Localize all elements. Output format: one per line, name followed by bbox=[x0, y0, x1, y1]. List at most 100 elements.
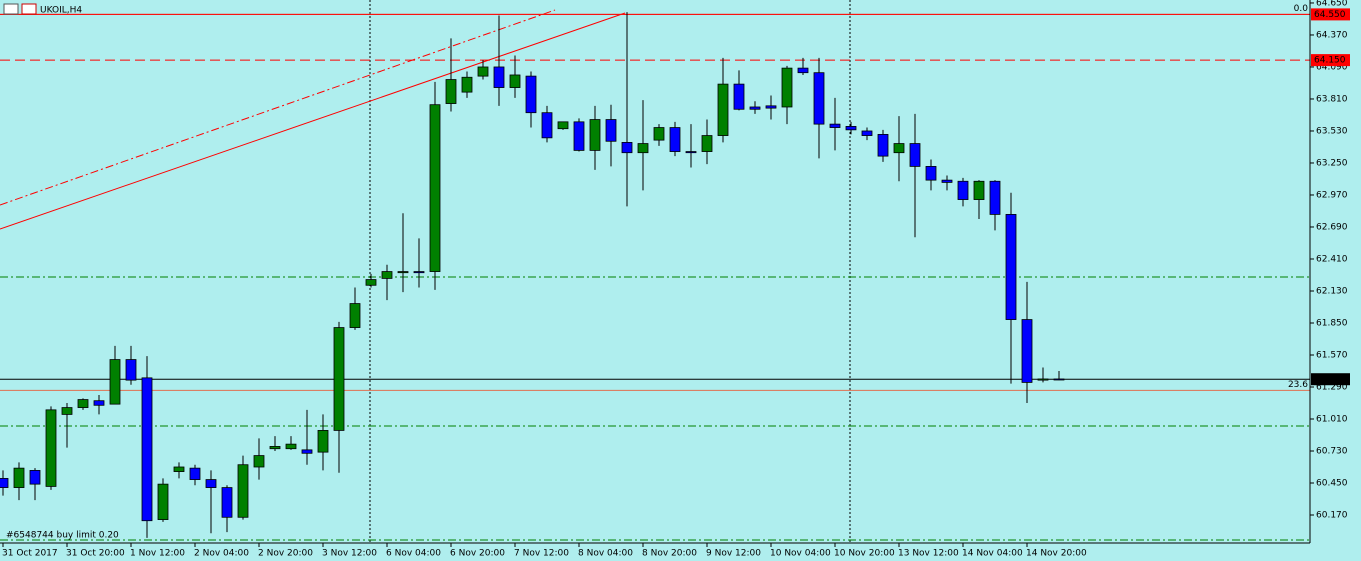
candle-body bbox=[493, 66, 505, 88]
candle-body bbox=[141, 377, 153, 522]
candle-body bbox=[269, 446, 281, 450]
candle-body bbox=[205, 479, 217, 488]
candle-body bbox=[29, 470, 41, 485]
candle-body bbox=[893, 143, 905, 154]
level-label: 64.550 bbox=[1314, 10, 1346, 20]
candle-body bbox=[397, 271, 409, 274]
y-tick-label: 61.570 bbox=[1316, 350, 1348, 360]
y-tick-label: 61.290 bbox=[1316, 382, 1348, 392]
y-tick-label: 64.090 bbox=[1316, 62, 1348, 72]
y-tick-label: 60.170 bbox=[1316, 510, 1348, 520]
candle-body bbox=[1005, 214, 1017, 320]
y-tick-label: 63.810 bbox=[1316, 94, 1348, 104]
candle-body bbox=[797, 67, 809, 74]
candle-body bbox=[861, 130, 873, 136]
y-tick-label: 62.690 bbox=[1316, 222, 1348, 232]
candle-body bbox=[653, 127, 665, 141]
y-tick-label: 60.450 bbox=[1316, 478, 1348, 488]
y-tick-label: 64.650 bbox=[1316, 0, 1348, 8]
candle-body bbox=[749, 106, 761, 110]
candle-body bbox=[413, 271, 425, 274]
candle-body bbox=[685, 151, 697, 154]
x-tick-label: 10 Nov 20:00 bbox=[834, 549, 895, 559]
y-tick-label: 63.530 bbox=[1316, 126, 1348, 136]
plot bbox=[0, 12, 1310, 538]
candle-body bbox=[1037, 378, 1049, 381]
x-tick-label: 31 Oct 20:00 bbox=[66, 549, 125, 559]
candle-body bbox=[973, 180, 985, 200]
icon bbox=[3, 3, 19, 15]
candle-body bbox=[189, 467, 201, 480]
candle-body bbox=[93, 400, 105, 406]
candle-body bbox=[573, 121, 585, 151]
level-label: 61.358 bbox=[1314, 375, 1346, 385]
candle-body bbox=[301, 449, 313, 454]
level-label: 64.150 bbox=[1314, 56, 1346, 66]
candle-body bbox=[0, 478, 9, 488]
x-tick-label: 31 Oct 2017 bbox=[2, 549, 58, 559]
candle-body bbox=[317, 430, 329, 453]
candle-body bbox=[253, 455, 265, 468]
candle-body bbox=[957, 180, 969, 200]
x-tick-label: 9 Nov 12:00 bbox=[706, 549, 761, 559]
x-tick-label: 6 Nov 20:00 bbox=[450, 549, 505, 559]
candle-body bbox=[333, 327, 345, 431]
y-tick-label: 64.370 bbox=[1316, 30, 1348, 40]
candle-body bbox=[557, 121, 569, 130]
candle-body bbox=[349, 303, 361, 328]
trendline bbox=[0, 12, 626, 230]
y-tick-label: 62.130 bbox=[1316, 286, 1348, 296]
y-tick-label: 61.010 bbox=[1316, 414, 1348, 424]
candle-body bbox=[701, 135, 713, 152]
candle-body bbox=[941, 179, 953, 183]
chart-title: UKOIL,H4 bbox=[40, 6, 82, 16]
y-tick-label: 62.410 bbox=[1316, 254, 1348, 264]
candle-body bbox=[77, 399, 89, 408]
level-label-box bbox=[1311, 373, 1350, 386]
candle-body bbox=[445, 79, 457, 104]
level-label-box bbox=[1311, 54, 1350, 67]
candle-body bbox=[477, 66, 489, 77]
y-tick-label: 63.250 bbox=[1316, 158, 1348, 168]
candle-body bbox=[541, 112, 553, 139]
x-tick-label: 2 Nov 20:00 bbox=[258, 549, 313, 559]
x-tick-label: 2 Nov 04:00 bbox=[194, 549, 249, 559]
candle-body bbox=[877, 134, 889, 157]
candle-body bbox=[909, 143, 921, 167]
y-tick-label: 60.730 bbox=[1316, 446, 1348, 456]
candle-body bbox=[13, 467, 25, 488]
candle-body bbox=[61, 407, 73, 415]
candle-body bbox=[813, 72, 825, 125]
fib-label: 0.0 bbox=[1294, 4, 1309, 14]
level-label-box bbox=[1311, 8, 1350, 21]
x-tick-label: 14 Nov 04:00 bbox=[962, 549, 1023, 559]
candle-body bbox=[781, 67, 793, 108]
annotation: #6548744 buy limit 0.20 bbox=[6, 531, 119, 541]
candle-body bbox=[829, 123, 841, 128]
candle-body bbox=[365, 279, 377, 286]
x-tick-label: 7 Nov 12:00 bbox=[514, 549, 569, 559]
candle-body bbox=[989, 180, 1001, 215]
fib-label: 23.6 bbox=[1288, 380, 1308, 390]
candle-body bbox=[173, 466, 185, 472]
candle-body bbox=[509, 74, 521, 88]
candle-body bbox=[157, 483, 169, 520]
candle-body bbox=[621, 142, 633, 154]
candle-body bbox=[429, 104, 441, 272]
y-tick-label: 61.850 bbox=[1316, 318, 1348, 328]
candle-body bbox=[237, 464, 249, 518]
candle-body bbox=[925, 166, 937, 181]
candle-body bbox=[637, 143, 649, 154]
candle-body bbox=[125, 359, 137, 381]
candle-body bbox=[285, 443, 297, 450]
x-tick-label: 3 Nov 12:00 bbox=[322, 549, 377, 559]
candle-body bbox=[589, 119, 601, 151]
y-tick-label: 62.970 bbox=[1316, 190, 1348, 200]
candle-body bbox=[845, 126, 857, 131]
candle-body bbox=[221, 487, 233, 518]
x-tick-label: 8 Nov 04:00 bbox=[578, 549, 633, 559]
x-tick-label: 10 Nov 04:00 bbox=[770, 549, 831, 559]
icon bbox=[21, 3, 37, 15]
x-tick-label: 14 Nov 20:00 bbox=[1026, 549, 1087, 559]
